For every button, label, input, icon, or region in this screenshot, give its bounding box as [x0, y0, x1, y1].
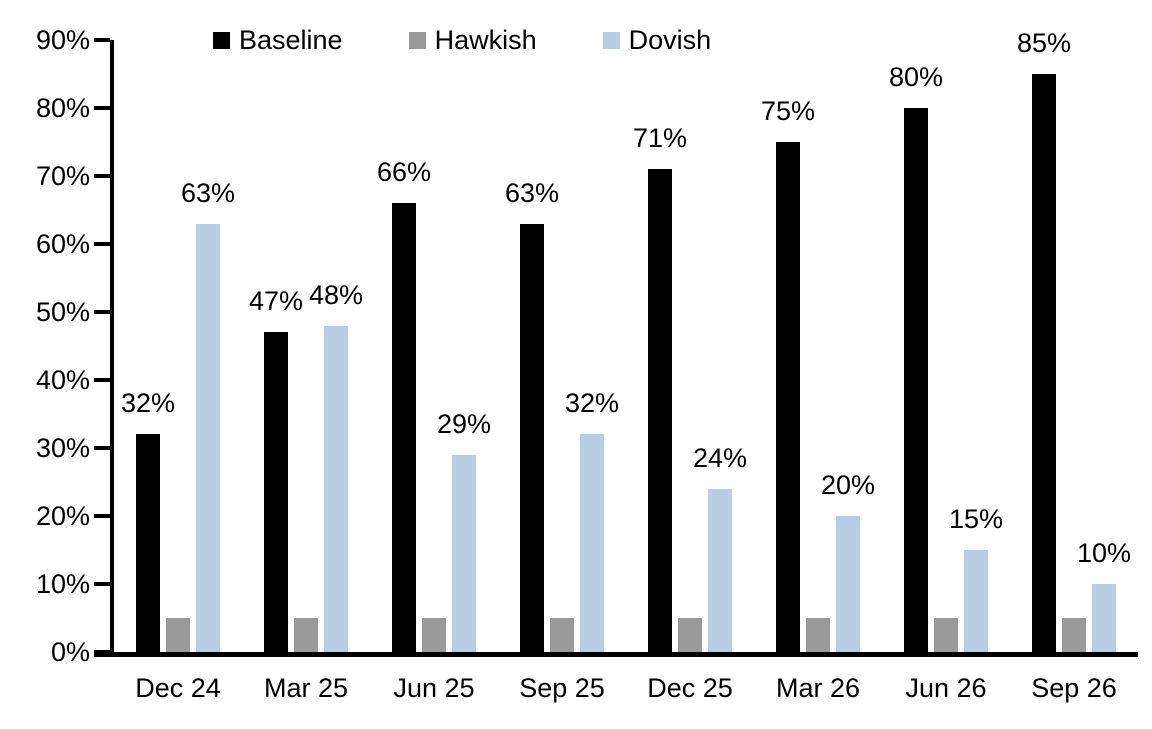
bar-dovish-jun-26 — [964, 550, 988, 652]
y-axis-tick — [94, 514, 110, 519]
legend-item-hawkish: Hawkish — [408, 25, 537, 55]
data-label-baseline-mar-25: 47% — [248, 286, 304, 317]
y-axis-tick — [94, 378, 110, 383]
legend-swatch-hawkish — [408, 31, 426, 49]
bar-hawkish-dec-25 — [678, 618, 702, 652]
bar-group-dec-25: 71% 24% — [626, 40, 754, 652]
bar-hawkish-mar-26 — [806, 618, 830, 652]
bar-baseline-dec-24 — [136, 434, 160, 652]
x-axis-label-dec-24: Dec 24 — [135, 673, 221, 703]
bar-group-sep-25: 63% 32% — [498, 40, 626, 652]
legend-item-baseline: Baseline — [213, 25, 343, 55]
bar-group-dec-24: 32% 63% — [114, 40, 242, 652]
x-axis-label-mar-25: Mar 25 — [263, 673, 349, 703]
data-label-dovish-dec-24: 63% — [180, 177, 236, 208]
y-axis-tick — [94, 242, 110, 247]
bar-dovish-jun-25 — [452, 454, 476, 652]
data-label-baseline-sep-25: 63% — [504, 177, 560, 208]
y-axis-tick-label: 90% — [35, 25, 90, 55]
bar-baseline-sep-26 — [1032, 74, 1056, 652]
y-axis-tick-label: 60% — [35, 229, 90, 260]
bar-baseline-jun-26 — [904, 108, 928, 652]
legend-label-hawkish: Hawkish — [434, 25, 537, 55]
y-axis-tick-label: 20% — [35, 501, 90, 532]
bar-baseline-mar-25 — [264, 332, 288, 652]
y-axis-tick-label: 0% — [50, 637, 90, 667]
bar-baseline-mar-26 — [776, 142, 800, 652]
data-label-dovish-dec-25: 24% — [692, 442, 748, 473]
y-axis-tick — [94, 582, 110, 587]
x-axis-label-jun-26: Jun 26 — [905, 673, 987, 703]
bar-dovish-sep-25 — [580, 434, 604, 652]
bar-hawkish-jun-26 — [934, 618, 958, 652]
bar-hawkish-sep-25 — [550, 618, 574, 652]
plot-area: 0% 10% 20% 30% 40% 50% 60% 70% 80% 90% 32% 63% 47% 48… — [36, 25, 1138, 667]
y-axis-tick-label: 70% — [35, 161, 90, 191]
bar-group-jun-25: 66% 29% — [370, 40, 498, 652]
data-label-baseline-sep-26: 85% — [1016, 28, 1072, 58]
y-axis-tick-label: 30% — [35, 433, 90, 464]
bar-hawkish-mar-25 — [294, 618, 318, 652]
legend-item-dovish: Dovish — [602, 25, 712, 55]
bar-dovish-dec-24 — [196, 223, 220, 652]
y-axis-tick — [94, 174, 110, 178]
x-axis-label-dec-25: Dec 25 — [647, 673, 733, 703]
legend-label-baseline: Baseline — [239, 25, 343, 55]
legend-label-dovish: Dovish — [628, 25, 712, 55]
y-axis-tick-label: 80% — [35, 93, 90, 124]
bar-hawkish-jun-25 — [422, 618, 446, 652]
y-axis-tick-label: 50% — [35, 297, 90, 327]
bar-baseline-dec-25 — [648, 169, 672, 652]
bar-group-sep-26: 85% 10% — [1010, 28, 1138, 652]
y-axis-tick — [94, 650, 110, 654]
bar-baseline-sep-25 — [520, 223, 544, 652]
y-axis-tick-label: 10% — [35, 569, 90, 600]
legend-swatch-baseline — [213, 31, 230, 49]
data-label-baseline-dec-24: 32% — [120, 388, 176, 419]
bar-group-jun-26: 80% 15% — [882, 40, 1010, 652]
legend-swatch-dovish — [602, 31, 620, 49]
bar-hawkish-dec-24 — [166, 618, 190, 652]
bar-dovish-mar-26 — [836, 516, 860, 652]
data-label-dovish-sep-25: 32% — [564, 388, 620, 419]
bar-group-mar-26: 75% 20% — [754, 40, 882, 652]
y-axis-tick — [94, 446, 110, 451]
data-label-dovish-sep-26: 10% — [1076, 538, 1132, 569]
data-label-baseline-dec-25: 71% — [632, 123, 688, 154]
y-axis-tick — [94, 106, 110, 111]
bar-dovish-dec-25 — [708, 488, 732, 652]
data-label-dovish-jun-25: 29% — [436, 408, 492, 439]
y-axis-tick — [94, 38, 110, 42]
y-axis-tick-label: 40% — [35, 365, 90, 396]
x-axis-label-jun-25: Jun 25 — [393, 673, 475, 703]
data-label-dovish-jun-26: 15% — [948, 504, 1004, 535]
y-axis-tick — [94, 310, 110, 314]
x-axis-label-mar-26: Mar 26 — [775, 673, 861, 703]
x-axis-labels: Dec 24 Mar 25 Jun 25 Sep 25 Dec 25 Mar 26 Jun … — [114, 672, 1138, 704]
bar-baseline-jun-25 — [392, 203, 416, 652]
chart-legend: Baseline Hawkish Dovish — [213, 25, 711, 55]
data-label-baseline-jun-26: 80% — [888, 62, 944, 93]
data-label-baseline-mar-26: 75% — [760, 96, 816, 126]
bar-hawkish-sep-26 — [1062, 618, 1086, 652]
data-label-baseline-jun-25: 66% — [376, 157, 432, 188]
bar-dovish-mar-25 — [324, 325, 348, 652]
bar-group-mar-25: 47% 48% — [242, 40, 370, 652]
data-label-dovish-mar-25: 48% — [308, 279, 364, 310]
x-axis-label-sep-26: Sep 26 — [1031, 673, 1117, 703]
data-label-dovish-mar-26: 20% — [820, 470, 876, 501]
bar-dovish-sep-26 — [1092, 584, 1116, 652]
x-axis-label-sep-25: Sep 25 — [519, 673, 605, 703]
